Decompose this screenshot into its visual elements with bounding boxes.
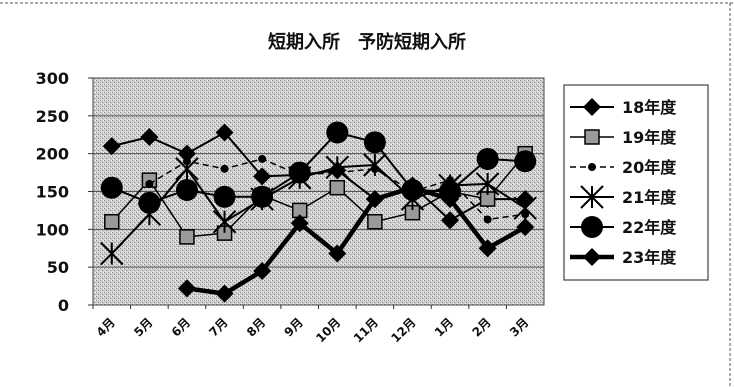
legend-marker [581,216,603,238]
data-point [328,244,347,263]
y-tick-label: 200 [36,145,69,164]
legend-label: 21年度 [622,188,677,207]
data-point [175,178,198,201]
data-point [326,121,349,144]
gridlines [93,115,544,268]
legend-label: 18年度 [622,98,677,117]
chart-title: 短期入所 予防短期入所 [268,31,466,53]
data-point [253,261,272,280]
series-line [186,185,527,296]
x-axis: 4月 5月 6月 7月 8月 9月 10月 11月 12月 1月 2月 3月 [92,305,531,345]
series-5 [100,121,537,214]
data-point [258,154,267,163]
y-tick-label: 300 [36,69,69,88]
x-tick-label: 6月 [169,315,193,339]
series-6 [177,178,535,303]
legend-marker [588,163,596,171]
data-point [179,229,195,245]
data-point [513,196,537,220]
data-point [441,190,460,209]
data-point [215,123,234,142]
data-point [138,191,161,214]
legend-label: 23年度 [622,248,677,267]
legend: 18年度 19年度 20年度 21年度 22年度 23年度 [570,98,677,267]
data-point [253,167,272,186]
x-tick-label: 1月 [432,315,456,339]
x-tick-label: 3月 [507,315,531,339]
data-point [251,185,274,208]
legend-marker [583,98,601,116]
y-tick-label: 150 [36,183,69,202]
data-point [363,153,387,177]
y-tick-label: 50 [47,258,69,277]
data-point [441,211,460,230]
x-tick-label: 10月 [313,315,343,345]
x-tick-label: 8月 [244,315,268,339]
data-point [102,137,121,156]
data-point [365,190,384,209]
data-point [363,131,386,154]
x-tick-label: 11月 [351,315,381,345]
data-point [104,214,120,230]
legend-label: 19年度 [622,128,677,147]
legend-marker [583,248,601,266]
data-point [478,239,497,258]
y-tick-label: 250 [36,107,69,126]
data-point [145,179,154,188]
data-point [325,155,349,179]
data-point [100,241,124,266]
data-point [514,150,537,173]
x-tick-label: 9月 [282,315,306,339]
data-point [215,284,234,303]
x-tick-label: 5月 [131,315,155,339]
data-point [403,178,422,197]
legend-label: 22年度 [622,218,677,237]
data-point [220,164,229,173]
legend-box [563,84,709,281]
y-tick-label: 100 [36,220,69,239]
data-point [140,128,159,147]
legend-marker [584,129,600,145]
data-point [329,179,346,196]
x-tick-label: 12月 [388,315,418,345]
x-tick-label: 4月 [94,315,118,339]
data-point [483,215,492,224]
y-axis: 0 50 100 150 200 250 300 [36,69,93,315]
data-point [476,147,499,170]
legend-marker [580,185,604,209]
data-point [212,210,237,234]
legend-label: 20年度 [622,158,677,177]
y-tick-label: 0 [58,296,69,315]
data-point [100,176,123,199]
data-point [516,218,535,237]
data-point [177,279,196,298]
data-point [367,214,383,230]
x-tick-label: 7月 [206,315,230,339]
series-layer [100,121,537,303]
data-point [177,144,196,163]
data-point [475,172,500,196]
data-point [213,185,236,208]
data-point [175,157,199,181]
data-point [290,214,309,233]
x-tick-label: 2月 [469,315,493,339]
data-point [288,161,311,184]
